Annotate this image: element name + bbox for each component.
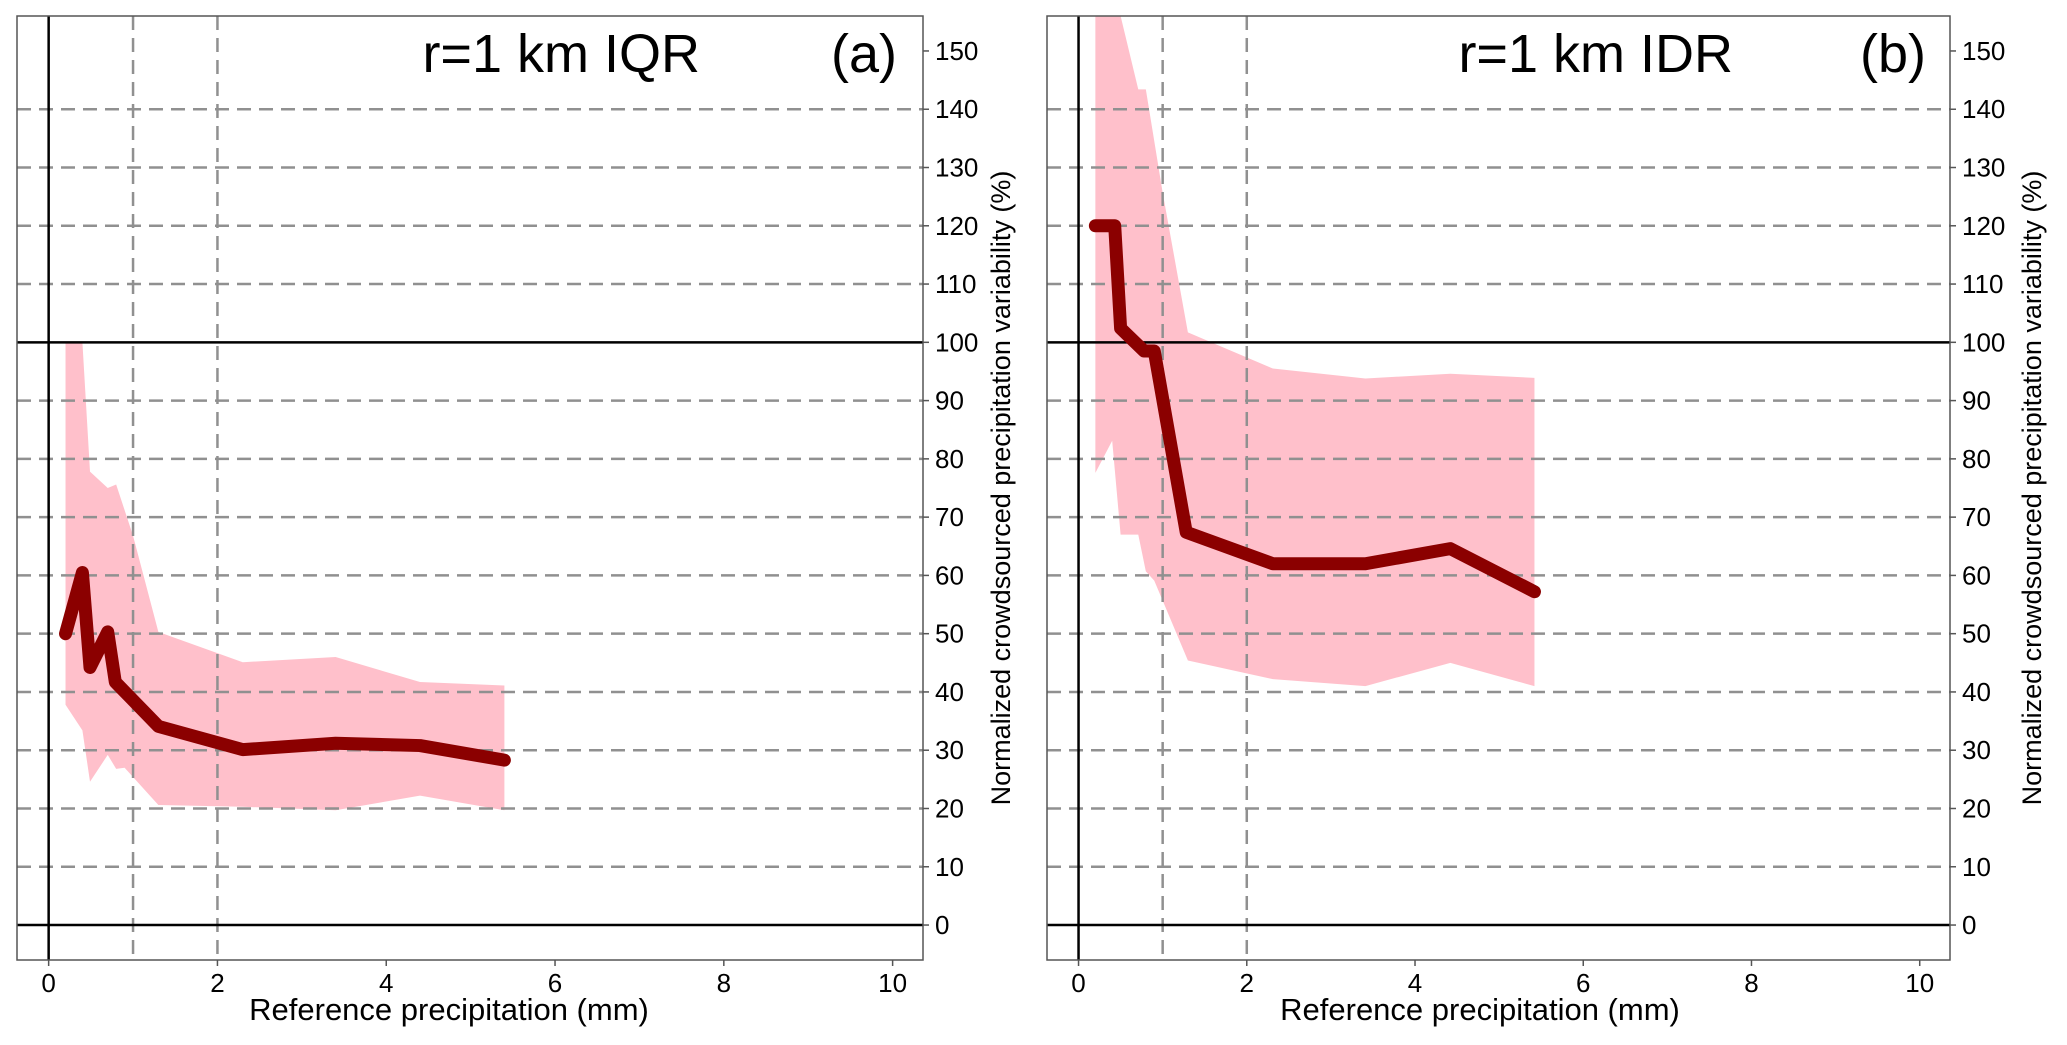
y-tick-label: 110 bbox=[1962, 269, 2003, 299]
y-tick-label: 80 bbox=[1962, 444, 1991, 474]
y-tick-label: 140 bbox=[1962, 94, 2005, 124]
y-tick-label: 20 bbox=[1962, 793, 1991, 823]
median-line bbox=[59, 565, 511, 767]
uncertainty-band bbox=[1095, 16, 1535, 687]
x-tick-label: 0 bbox=[41, 968, 55, 998]
x-tick-label: 10 bbox=[1905, 968, 1934, 998]
y-tick-label: 30 bbox=[1962, 735, 1991, 765]
y-tick-label: 10 bbox=[935, 852, 964, 882]
y-tick-label: 20 bbox=[935, 793, 964, 823]
y-tick-label: 50 bbox=[935, 619, 964, 649]
y-tick-label: 50 bbox=[1962, 619, 1991, 649]
y-tick-label: 60 bbox=[1962, 560, 1991, 590]
x-tick-label: 2 bbox=[1240, 968, 1254, 998]
x-tick-label: 8 bbox=[1744, 968, 1758, 998]
x-tick-label: 8 bbox=[717, 968, 731, 998]
x-tick-label: 10 bbox=[878, 968, 907, 998]
y-tick-label: 10 bbox=[1962, 852, 1991, 882]
y-tick-label: 150 bbox=[935, 36, 978, 66]
plot-frame bbox=[16, 15, 924, 961]
x-tick-label: 4 bbox=[1408, 968, 1422, 998]
panel-b-title: r=1 km IDR bbox=[1458, 24, 1733, 84]
panel-a-xlabel: Reference precipitation (mm) bbox=[249, 992, 649, 1027]
panel-a-title: r=1 km IQR bbox=[422, 24, 700, 84]
y-tick-label: 110 bbox=[935, 269, 976, 299]
x-tick-label: 4 bbox=[379, 968, 393, 998]
median-line bbox=[1088, 219, 1541, 599]
y-tick-label: 70 bbox=[1962, 502, 1991, 532]
panel-a: 0 2 4 6 8 10010203040506070809010011012013014… bbox=[16, 15, 1016, 1027]
y-tick-label: 100 bbox=[935, 327, 978, 357]
y-tick-label: 150 bbox=[1962, 36, 2005, 66]
y-tick-label: 0 bbox=[1962, 910, 1976, 940]
x-tick-label: 6 bbox=[548, 968, 562, 998]
plot-area bbox=[1047, 16, 1950, 960]
y-tick-label: 70 bbox=[935, 502, 964, 532]
y-tick-label: 40 bbox=[935, 677, 964, 707]
plot-frame bbox=[1046, 15, 1951, 961]
panel-b-label: (b) bbox=[1860, 24, 1926, 84]
panel-a-ylabel: Normalized crowdsourced precipitation va… bbox=[986, 171, 1016, 806]
plot-area bbox=[17, 16, 923, 960]
x-tick-label: 2 bbox=[210, 968, 224, 998]
y-tick-label: 100 bbox=[1962, 327, 2005, 357]
y-tick-label: 130 bbox=[1962, 153, 2005, 183]
x-tick-label: 6 bbox=[1576, 968, 1590, 998]
y-tick-label: 140 bbox=[935, 94, 978, 124]
y-tick-label: 80 bbox=[935, 444, 964, 474]
y-tick-label: 90 bbox=[935, 386, 964, 416]
panel-b-xlabel: Reference precipitation (mm) bbox=[1280, 992, 1680, 1027]
y-tick-label: 60 bbox=[935, 560, 964, 590]
y-tick-label: 0 bbox=[935, 910, 949, 940]
panel-a-label: (a) bbox=[831, 24, 897, 84]
y-tick-label: 40 bbox=[1962, 677, 1991, 707]
y-tick-label: 130 bbox=[935, 153, 978, 183]
y-tick-label: 120 bbox=[935, 211, 978, 241]
x-tick-label: 0 bbox=[1071, 968, 1085, 998]
y-tick-label: 30 bbox=[935, 735, 964, 765]
y-tick-label: 120 bbox=[1962, 211, 2005, 241]
panel-b-ylabel: Normalized crowdsourced precipitation va… bbox=[2017, 171, 2047, 806]
uncertainty-band bbox=[65, 342, 505, 811]
panel-b: 0 2 4 6 8 10010203040506070809010011012013014… bbox=[1046, 15, 2047, 1027]
y-tick-label: 90 bbox=[1962, 386, 1991, 416]
